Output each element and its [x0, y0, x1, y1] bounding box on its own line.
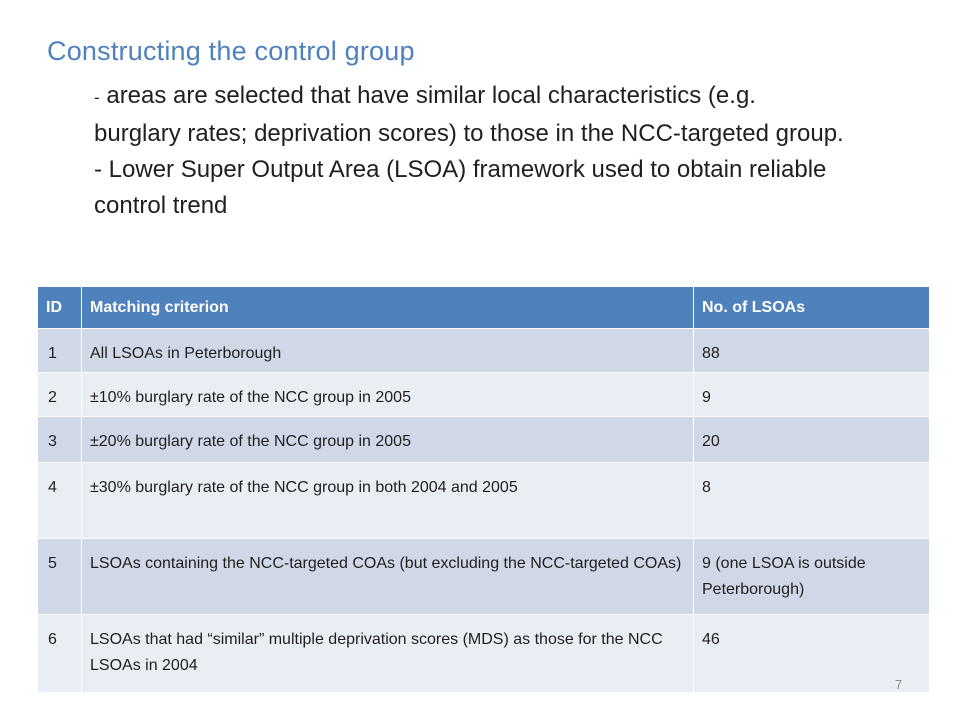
- row-id: 4: [37, 462, 82, 539]
- row-count: 8: [693, 462, 930, 539]
- row-criterion: All LSOAs in Peterborough: [81, 328, 694, 373]
- table-row: 4 ±30% burglary rate of the NCC group in…: [37, 462, 930, 539]
- row-id: 1: [37, 328, 82, 373]
- row-count: 46: [693, 614, 930, 693]
- bullet-1-text: areas are selected that have similar loc…: [94, 82, 844, 147]
- bullet-2: - Lower Super Output Area (LSOA) framewo…: [47, 152, 847, 224]
- table-row: 1 All LSOAs in Peterborough 88: [37, 328, 930, 373]
- table-row: 6 LSOAs that had “similar” multiple depr…: [37, 614, 930, 693]
- row-criterion: ±30% burglary rate of the NCC group in b…: [81, 462, 694, 539]
- row-id: 3: [37, 416, 82, 463]
- header-id: ID: [37, 286, 82, 329]
- bullet-1-dash: -: [94, 88, 100, 107]
- row-criterion: ±10% burglary rate of the NCC group in 2…: [81, 372, 694, 417]
- bullet-2-text: Lower Super Output Area (LSOA) framework…: [94, 156, 827, 219]
- row-count: 9 (one LSOA is outside Peterborough): [693, 538, 930, 615]
- row-criterion: ±20% burglary rate of the NCC group in 2…: [81, 416, 694, 463]
- row-id: 2: [37, 372, 82, 417]
- row-criterion: LSOAs containing the NCC-targeted COAs (…: [81, 538, 694, 615]
- page-number: 7: [895, 677, 903, 692]
- slide-body: - areas are selected that have similar l…: [47, 78, 847, 224]
- matching-criteria-table: ID Matching criterion No. of LSOAs 1 All…: [37, 286, 930, 693]
- header-count: No. of LSOAs: [693, 286, 930, 329]
- row-count: 9: [693, 372, 930, 417]
- row-criterion: LSOAs that had “similar” multiple depriv…: [81, 614, 694, 693]
- bullet-1: - areas are selected that have similar l…: [47, 78, 847, 152]
- row-id: 5: [37, 538, 82, 615]
- table-row: 5 LSOAs containing the NCC-targeted COAs…: [37, 538, 930, 615]
- row-count: 88: [693, 328, 930, 373]
- bullet-2-dash: -: [94, 156, 102, 183]
- table-header-row: ID Matching criterion No. of LSOAs: [37, 286, 930, 329]
- row-count: 20: [693, 416, 930, 463]
- table-row: 3 ±20% burglary rate of the NCC group in…: [37, 416, 930, 463]
- row-id: 6: [37, 614, 82, 693]
- header-criterion: Matching criterion: [81, 286, 694, 329]
- slide-title: Constructing the control group: [47, 36, 415, 66]
- table-row: 2 ±10% burglary rate of the NCC group in…: [37, 372, 930, 417]
